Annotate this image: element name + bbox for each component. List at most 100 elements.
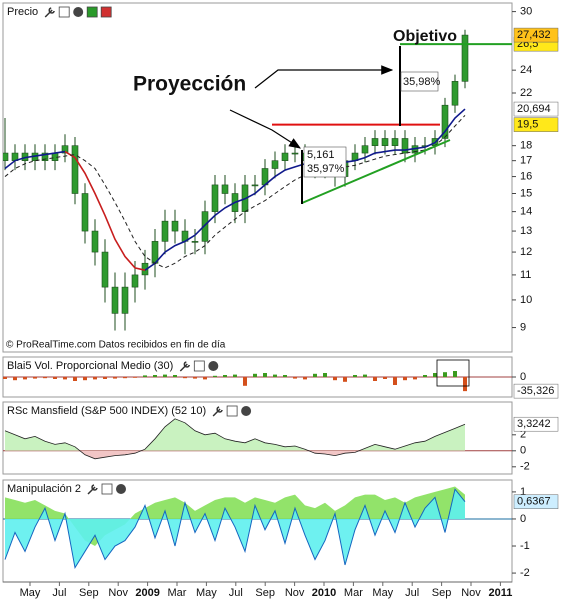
value-tag: 0,6367 — [517, 496, 551, 508]
bar — [463, 377, 467, 392]
y-tick-label: 1 — [520, 486, 526, 498]
y-tick-label: 15 — [520, 187, 532, 199]
value-tag-box — [513, 101, 559, 117]
y-tick-label: 22 — [520, 87, 532, 99]
y-tick-label: 0 — [520, 513, 526, 525]
arrow — [229, 109, 302, 149]
x-tick-label: Jul — [52, 587, 66, 599]
candle-body — [111, 286, 119, 314]
bar — [343, 377, 347, 382]
bar — [83, 377, 87, 381]
bar — [433, 373, 437, 377]
y-tick-label: 11 — [520, 269, 531, 281]
down-icon — [100, 6, 112, 18]
candle-body — [171, 220, 179, 232]
window-icon — [58, 6, 70, 18]
y-tick-label: 16 — [520, 170, 532, 182]
y-tick-label: 9 — [520, 321, 526, 333]
bar — [363, 374, 367, 377]
panel-title-bg — [4, 481, 84, 496]
candle-body — [371, 138, 379, 146]
bar — [113, 377, 117, 379]
x-tick-label: Sep — [79, 587, 99, 599]
annotation-box — [400, 71, 439, 92]
moving-average — [4, 115, 466, 269]
x-tick-label: Jul — [229, 587, 243, 599]
bar — [153, 375, 157, 377]
candle-body — [101, 251, 109, 288]
bar — [403, 377, 407, 381]
y-tick-label: 2 — [520, 429, 526, 441]
value-tag: 3,3242 — [517, 418, 551, 430]
x-tick-label: May — [196, 587, 217, 599]
line — [4, 488, 466, 570]
value-tag: 20,694 — [517, 103, 551, 115]
candle-body — [121, 286, 129, 314]
y-tick-label: 0 — [520, 371, 526, 383]
x-tick-label: 2010 — [312, 587, 336, 599]
y-tick-label: 10 — [520, 294, 532, 306]
bar — [223, 375, 227, 377]
close-icon — [116, 484, 126, 494]
trend-line — [301, 139, 451, 204]
plot — [3, 418, 512, 460]
wrench-icon — [87, 484, 98, 495]
close-icon — [73, 7, 84, 17]
bar — [203, 377, 207, 380]
arrow — [254, 65, 394, 89]
moving-average — [64, 150, 146, 271]
bar — [253, 373, 257, 377]
bar — [33, 377, 37, 379]
annotation: 5,161 — [307, 149, 335, 161]
candle-body — [61, 145, 69, 154]
panel-title: RSc Mansfield (S&P 500 INDEX) (52 10) — [7, 405, 206, 417]
bar — [103, 377, 107, 379]
x-tick-label: Mar — [168, 587, 187, 599]
y-tick-label: 30 — [520, 6, 532, 18]
candle-body — [461, 34, 469, 82]
bar — [413, 377, 417, 380]
bar — [243, 377, 247, 386]
plot — [3, 486, 512, 570]
y-tick-label: -2 — [520, 461, 530, 473]
panel-title-bg — [4, 358, 177, 373]
x-tick-label: May — [372, 587, 393, 599]
candle-body — [291, 152, 299, 155]
value-tag-box — [513, 494, 559, 509]
bar — [43, 377, 47, 379]
y-tick-label: 17 — [520, 155, 532, 167]
plot — [3, 371, 512, 392]
panel-title: Precio — [7, 6, 38, 18]
x-tick-label: Mar — [344, 587, 363, 599]
candle-body — [91, 230, 99, 253]
value-tag-box — [513, 416, 559, 432]
candle-body — [401, 138, 409, 154]
area — [5, 418, 465, 451]
candle-body — [361, 145, 369, 154]
bar — [123, 377, 127, 379]
watermark: © ProRealTime.com Datos recibidos en fin… — [6, 340, 226, 351]
x-tick-label: Nov — [285, 587, 305, 599]
bar — [143, 375, 147, 377]
line — [4, 418, 466, 460]
candle-body — [161, 220, 169, 242]
annotation-box — [303, 146, 347, 178]
bar — [13, 377, 17, 381]
wrench-icon — [44, 7, 55, 18]
panel-title: Manipulación 2 — [7, 483, 81, 495]
wrench-icon — [179, 361, 191, 372]
y-tick-label: 24 — [520, 64, 532, 76]
bar — [453, 371, 457, 377]
bar — [173, 375, 177, 377]
x-tick-label: 2011 — [488, 587, 512, 599]
bar — [213, 375, 217, 377]
bar — [183, 377, 187, 379]
y-tick-label: 13 — [520, 225, 532, 237]
bar — [333, 377, 337, 381]
bar — [63, 377, 67, 380]
highlight-box — [436, 359, 470, 387]
annotation: Objetivo — [393, 28, 457, 45]
bar — [273, 374, 277, 377]
panel-frame — [2, 2, 513, 353]
